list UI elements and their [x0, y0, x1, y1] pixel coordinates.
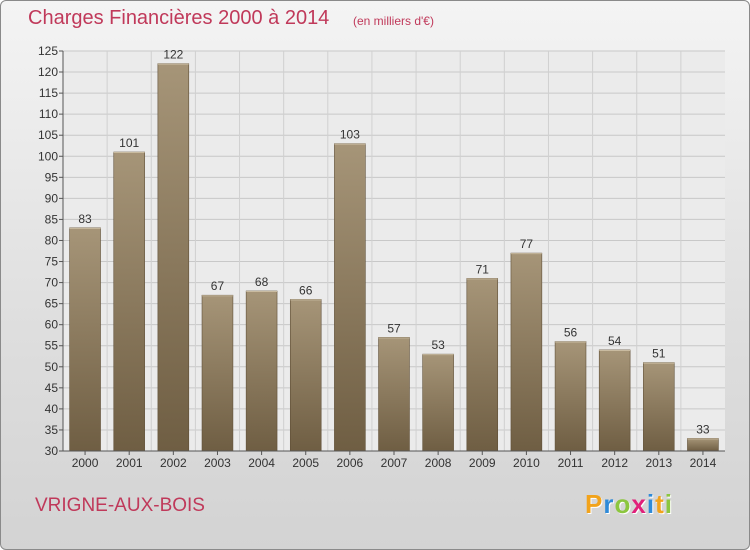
data-label: 33 — [696, 422, 710, 436]
bar-2000 — [69, 227, 101, 452]
x-tick-label: 2004 — [248, 456, 275, 470]
data-label: 122 — [163, 48, 183, 62]
bar-2006 — [334, 143, 366, 452]
y-tick-label: 35 — [45, 423, 59, 437]
data-label: 77 — [520, 237, 534, 251]
logo-letter: P — [585, 489, 604, 519]
data-label: 57 — [387, 321, 401, 335]
data-label: 103 — [340, 128, 360, 142]
x-tick-label: 2005 — [292, 456, 319, 470]
y-tick-label: 115 — [39, 86, 58, 100]
data-label: 67 — [211, 279, 225, 293]
y-tick-label: 40 — [45, 402, 59, 416]
bar-2014 — [687, 438, 719, 452]
x-tick-label: 2013 — [645, 456, 672, 470]
data-label: 68 — [255, 275, 269, 289]
data-label: 56 — [564, 326, 578, 340]
bar-2013 — [643, 362, 675, 452]
y-tick-label: 70 — [45, 276, 59, 290]
chart-subtitle: (en milliers d'€) — [353, 14, 434, 28]
y-tick-label: 60 — [45, 318, 59, 332]
y-tick-label: 120 — [38, 65, 58, 79]
logo-letter: o — [614, 489, 632, 519]
x-tick-label: 2014 — [690, 456, 717, 470]
data-label: 83 — [78, 212, 92, 226]
bar-2004 — [245, 290, 278, 452]
x-tick-label: 2003 — [204, 456, 231, 470]
y-tick-label: 95 — [45, 170, 59, 184]
data-label: 53 — [431, 338, 445, 352]
y-tick-label: 50 — [45, 360, 59, 374]
logo-letter: t — [655, 489, 665, 519]
bar-2005 — [289, 299, 322, 452]
x-tick-label: 2011 — [558, 456, 584, 470]
x-tick-label: 2006 — [337, 456, 364, 470]
logo-letter: i — [664, 489, 673, 519]
y-tick-label: 105 — [38, 128, 58, 142]
data-label: 101 — [119, 136, 139, 150]
bar-2001 — [113, 151, 145, 452]
y-tick-label: 30 — [45, 444, 59, 458]
data-label: 66 — [299, 283, 313, 297]
x-tick-label: 2002 — [160, 456, 187, 470]
x-tick-label: 2008 — [425, 456, 452, 470]
y-tick-label: 65 — [45, 297, 59, 311]
bar-2002 — [157, 63, 190, 452]
commune-name: VRIGNE-AUX-BOIS — [35, 495, 205, 516]
logo-letter: r — [603, 489, 615, 519]
data-label: 71 — [476, 262, 490, 276]
bars: 83 101 122 67 68 66 103 57 53 71 77 56 54 51 33 — [69, 48, 719, 452]
x-tick-label: 2007 — [381, 456, 408, 470]
proxiti-logo: Proxiti — [585, 489, 673, 520]
x-tick-label: 2000 — [72, 456, 99, 470]
data-label: 51 — [652, 347, 666, 361]
logo-letter: i — [646, 489, 656, 519]
y-tick-label: 80 — [45, 233, 59, 247]
y-tick-label: 85 — [45, 212, 59, 226]
axes: 30 35 40 45 50 55 60 65 70 75 80 85 90 95 100 105 110 115… — [38, 44, 725, 470]
logo-letter: x — [631, 489, 647, 519]
x-tick-label: 2010 — [513, 456, 540, 470]
y-tick-label: 110 — [39, 107, 58, 121]
bar-2007 — [378, 337, 410, 452]
bar-2010 — [510, 252, 543, 452]
x-tick-label: 2012 — [601, 456, 628, 470]
y-tick-label: 90 — [45, 191, 59, 205]
bar-2012 — [598, 349, 631, 452]
bar-2009 — [466, 278, 499, 452]
chart-title: Charges Financières 2000 à 2014 — [28, 7, 330, 29]
y-tick-label: 55 — [45, 339, 59, 353]
data-label: 54 — [608, 334, 622, 348]
x-tick-label: 2009 — [469, 456, 496, 470]
bar-2008 — [422, 353, 454, 452]
y-tick-label: 75 — [45, 255, 59, 269]
bar-2011 — [554, 341, 587, 452]
x-tick-label: 2001 — [116, 456, 143, 470]
bar-2003 — [201, 294, 234, 452]
y-tick-label: 45 — [45, 381, 59, 395]
y-tick-label: 125 — [38, 44, 58, 58]
y-tick-label: 100 — [38, 149, 58, 163]
